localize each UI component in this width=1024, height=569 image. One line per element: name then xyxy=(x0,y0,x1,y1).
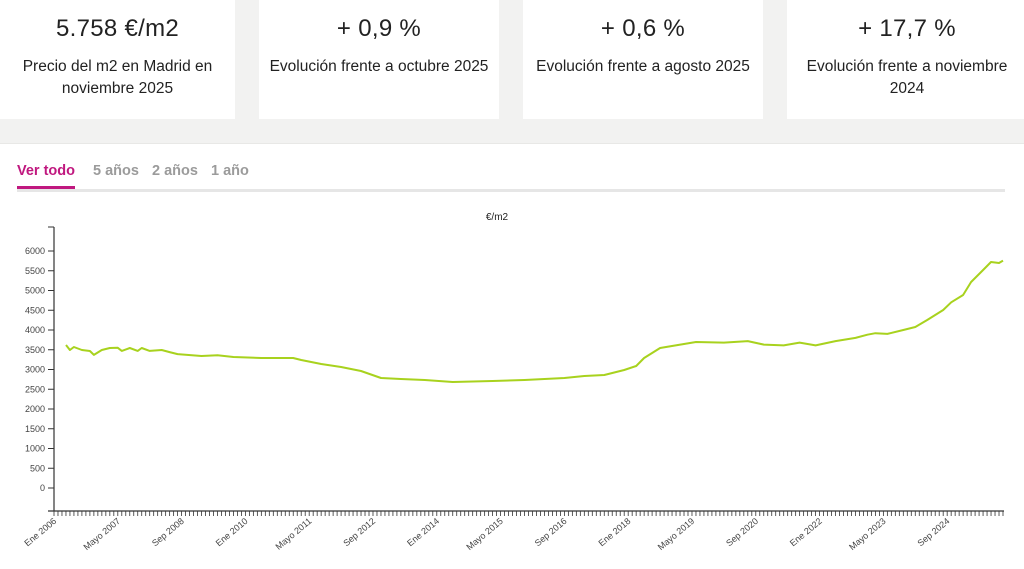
stat-value: + 17,7 % xyxy=(858,15,956,42)
y-tick-label: 2000 xyxy=(25,404,45,414)
range-tabs: Ver todo 5 años 2 años 1 año xyxy=(17,163,1005,192)
x-tick-label: Sep 2008 xyxy=(150,516,186,548)
stat-card-price: 5.758 €/m2 Precio del m2 en Madrid en no… xyxy=(0,0,235,119)
stat-label: Evolución frente a octubre 2025 xyxy=(269,58,489,75)
y-tick-label: 0 xyxy=(40,483,45,493)
y-tick-label: 4500 xyxy=(25,305,45,315)
y-tick-label: 2500 xyxy=(25,384,45,394)
x-tick-label: Mayo 2007 xyxy=(82,516,123,552)
y-tick-label: 5500 xyxy=(25,266,45,276)
y-tick-label: 3500 xyxy=(25,345,45,355)
price-series-line xyxy=(65,259,1004,383)
stat-value: + 0,6 % xyxy=(600,15,686,42)
x-tick-label: Ene 2006 xyxy=(22,516,58,548)
x-tick-label: Mayo 2023 xyxy=(847,516,888,552)
x-tick-label: Sep 2012 xyxy=(341,516,377,548)
chart-title: €/m2 xyxy=(486,212,509,223)
y-tick-label: 1000 xyxy=(25,444,45,454)
y-tick-label: 3000 xyxy=(25,365,45,375)
stat-card-quarter: + 0,6 % Evolución frente a agosto 2025 xyxy=(523,0,763,119)
stat-card-year: + 17,7 % Evolución frente a noviembre 20… xyxy=(787,0,1024,119)
x-tick-label: Sep 2020 xyxy=(724,516,760,548)
x-tick-label: Ene 2014 xyxy=(405,516,441,548)
y-tick-label: 1500 xyxy=(25,424,45,434)
stat-value: + 0,9 % xyxy=(336,15,422,42)
stat-label: Evolución frente a agosto 2025 xyxy=(536,58,750,75)
x-tick-label: Mayo 2019 xyxy=(656,516,697,552)
x-tick-label: Ene 2010 xyxy=(214,516,250,548)
tab-1-ano[interactable]: 1 año xyxy=(211,163,249,179)
stat-card-month: + 0,9 % Evolución frente a octubre 2025 xyxy=(259,0,499,119)
tab-2-anos[interactable]: 2 años xyxy=(152,163,198,179)
stat-value: 5.758 €/m2 xyxy=(55,15,180,42)
tab-ver-todo[interactable]: Ver todo xyxy=(17,163,76,189)
price-chart: €/m2 0 500 1000 1500 2000 2500 3000 3500 4000 4500… xyxy=(22,212,1004,552)
y-tick-label: 4000 xyxy=(25,325,45,335)
stat-label: Evolución frente a noviembre 2024 xyxy=(806,58,1008,97)
x-tick-label: Ene 2022 xyxy=(788,516,824,548)
stat-label: Precio del m2 en Madrid en noviembre 202… xyxy=(22,58,213,97)
tab-5-anos[interactable]: 5 años xyxy=(93,163,139,179)
y-tick-label: 6000 xyxy=(25,246,45,256)
x-tick-label: Sep 2024 xyxy=(916,516,952,548)
x-tick-label: Ene 2018 xyxy=(597,516,633,548)
y-tick-label: 500 xyxy=(30,463,45,473)
y-tick-label: 5000 xyxy=(25,286,45,296)
x-tick-label: Mayo 2011 xyxy=(273,516,313,552)
x-tick-label: Mayo 2015 xyxy=(464,516,505,552)
x-tick-label: Sep 2016 xyxy=(533,516,569,548)
